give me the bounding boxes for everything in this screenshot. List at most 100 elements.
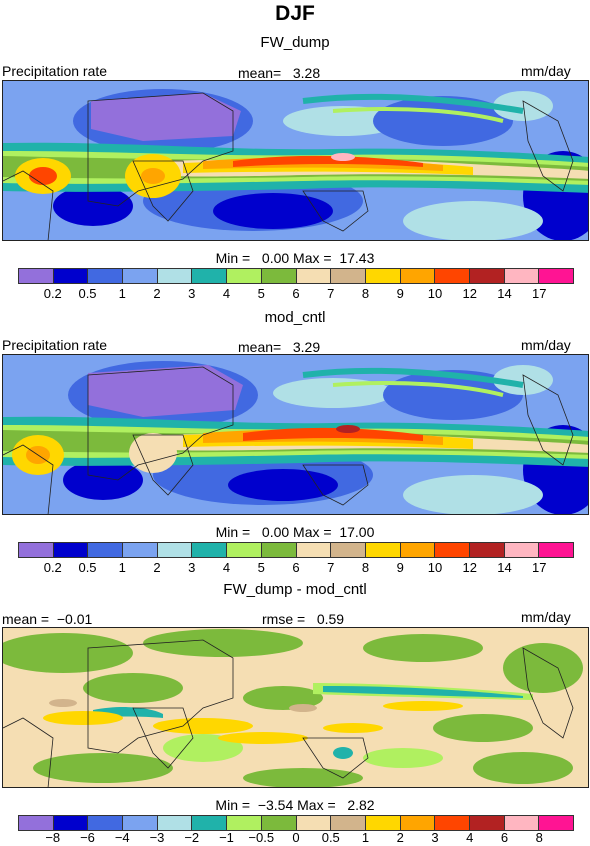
panel-3-map: [2, 627, 589, 788]
colorbar-tick-label: 6: [292, 286, 300, 301]
colorbar-swatch: [19, 816, 54, 830]
colorbar-tick-label: 2: [153, 560, 161, 575]
colorbar-swatch: [123, 269, 158, 283]
colorbar-swatch: [331, 269, 366, 283]
panel-3-map-field: [3, 628, 588, 787]
panel-2-colorbar-ticks: 0.2 0.5 1 2 3 4 5 6 7 8 9 10 12 14 17: [18, 560, 574, 576]
colorbar-tick-label: −6: [80, 830, 95, 845]
colorbar-swatch: [88, 543, 124, 557]
colorbar-swatch: [192, 269, 228, 283]
figure-title: DJF: [275, 2, 315, 25]
colorbar-swatch: [331, 543, 366, 557]
colorbar-swatch: [539, 543, 573, 557]
panel-1-minmax: Min = 0.00 Max = 17.43: [215, 250, 375, 266]
colorbar-tick-label: 3: [188, 286, 196, 301]
colorbar-tick-label: 0.2: [43, 286, 62, 301]
colorbar-swatch: [435, 816, 470, 830]
colorbar-swatch: [469, 816, 505, 830]
colorbar-swatch: [261, 543, 297, 557]
colorbar-swatch: [331, 816, 366, 830]
colorbar-tick-label: −0.5: [248, 830, 275, 845]
colorbar-swatch: [53, 543, 89, 557]
colorbar-tick-label: 14: [497, 560, 512, 575]
colorbar-tick-label: 3: [431, 830, 439, 845]
colorbar-swatch: [227, 543, 262, 557]
colorbar-tick-label: 8: [535, 830, 543, 845]
colorbar-tick-label: 2: [396, 830, 404, 845]
colorbar-tick-label: 17: [532, 286, 547, 301]
panel-3-minmax: Min = −3.54 Max = 2.82: [215, 797, 375, 813]
panel-2-subtitle: mod_cntl: [264, 309, 326, 326]
colorbar-swatch: [296, 269, 332, 283]
panel-1-variable-label: Precipitation rate: [2, 63, 108, 79]
panel-2-units-label: mm/day: [521, 337, 571, 353]
colorbar-swatch: [261, 269, 297, 283]
colorbar-tick-label: −1: [219, 830, 234, 845]
colorbar-swatch: [261, 816, 297, 830]
colorbar-tick-label: 9: [396, 286, 404, 301]
colorbar-swatch: [365, 269, 401, 283]
colorbar-tick-label: 8: [361, 560, 370, 575]
colorbar-swatch: [227, 269, 262, 283]
colorbar-swatch: [227, 816, 262, 830]
colorbar-tick-label: 9: [396, 560, 404, 575]
colorbar-swatch: [539, 816, 573, 830]
colorbar-tick-label: 14: [497, 286, 512, 301]
panel-2-mean-label: mean= 3.29: [238, 339, 321, 355]
colorbar-tick-label: 17: [532, 560, 547, 575]
colorbar-swatch: [469, 269, 505, 283]
colorbar-tick-label: 6: [500, 830, 509, 845]
colorbar-tick-label: 10: [427, 286, 443, 301]
colorbar-swatch: [123, 816, 158, 830]
colorbar-tick-label: −3: [149, 830, 165, 845]
colorbar-swatch: [504, 816, 540, 830]
panel-1-mean-label: mean= 3.28: [238, 65, 321, 81]
colorbar-tick-label: −4: [114, 830, 130, 845]
panel-3-colorbar: [18, 815, 574, 831]
colorbar-tick-label: 4: [222, 286, 231, 301]
colorbar-tick-label: 2: [153, 286, 161, 301]
panel-1-map: [2, 80, 589, 241]
colorbar-tick-label: 10: [427, 560, 443, 575]
colorbar-swatch: [296, 543, 332, 557]
colorbar-tick-label: −2: [184, 830, 200, 845]
colorbar-tick-label: 7: [327, 560, 335, 575]
panel-2-variable-label: Precipitation rate: [2, 337, 108, 353]
colorbar-tick-label: 12: [462, 286, 477, 301]
panel-3-subtitle: FW_dump - mod_cntl: [223, 581, 367, 598]
colorbar-swatch: [157, 543, 193, 557]
colorbar-swatch: [53, 816, 89, 830]
colorbar-tick-label: 5: [257, 286, 265, 301]
colorbar-swatch: [365, 543, 401, 557]
colorbar-tick-label: 1: [118, 560, 126, 575]
colorbar-tick-label: 6: [292, 560, 300, 575]
colorbar-swatch: [19, 543, 54, 557]
panel-1-colorbar: [18, 268, 574, 284]
colorbar-swatch: [88, 269, 124, 283]
colorbar-tick-label: 7: [327, 286, 335, 301]
colorbar-tick-label: 0.5: [321, 830, 340, 845]
colorbar-tick-label: 4: [222, 560, 231, 575]
colorbar-tick-label: −8: [45, 830, 61, 845]
panel-2-colorbar: [18, 542, 574, 558]
colorbar-tick-label: 5: [257, 560, 265, 575]
colorbar-swatch: [19, 269, 54, 283]
colorbar-swatch: [400, 269, 436, 283]
panel-3-units-label: mm/day: [521, 609, 571, 625]
colorbar-swatch: [53, 269, 89, 283]
colorbar-swatch: [435, 543, 470, 557]
panel-3-colorbar-ticks: −8 −6 −4 −3 −2 −1 −0.5 0 0.5 1 2 3 4 6 8: [18, 830, 574, 846]
colorbar-tick-label: 0: [292, 830, 300, 845]
panel-1-map-field: [3, 81, 588, 240]
panel-1-subtitle: FW_dump: [260, 34, 330, 51]
colorbar-swatch: [435, 269, 470, 283]
colorbar-swatch: [365, 816, 401, 830]
colorbar-swatch: [504, 269, 540, 283]
panel-3-mean-label: mean = −0.01: [2, 611, 93, 627]
colorbar-tick-label: 1: [118, 286, 126, 301]
colorbar-tick-label: 0.5: [78, 286, 97, 301]
colorbar-swatch: [157, 816, 193, 830]
colorbar-swatch: [192, 543, 228, 557]
colorbar-tick-label: 4: [466, 830, 474, 845]
colorbar-tick-label: 0.2: [43, 560, 62, 575]
